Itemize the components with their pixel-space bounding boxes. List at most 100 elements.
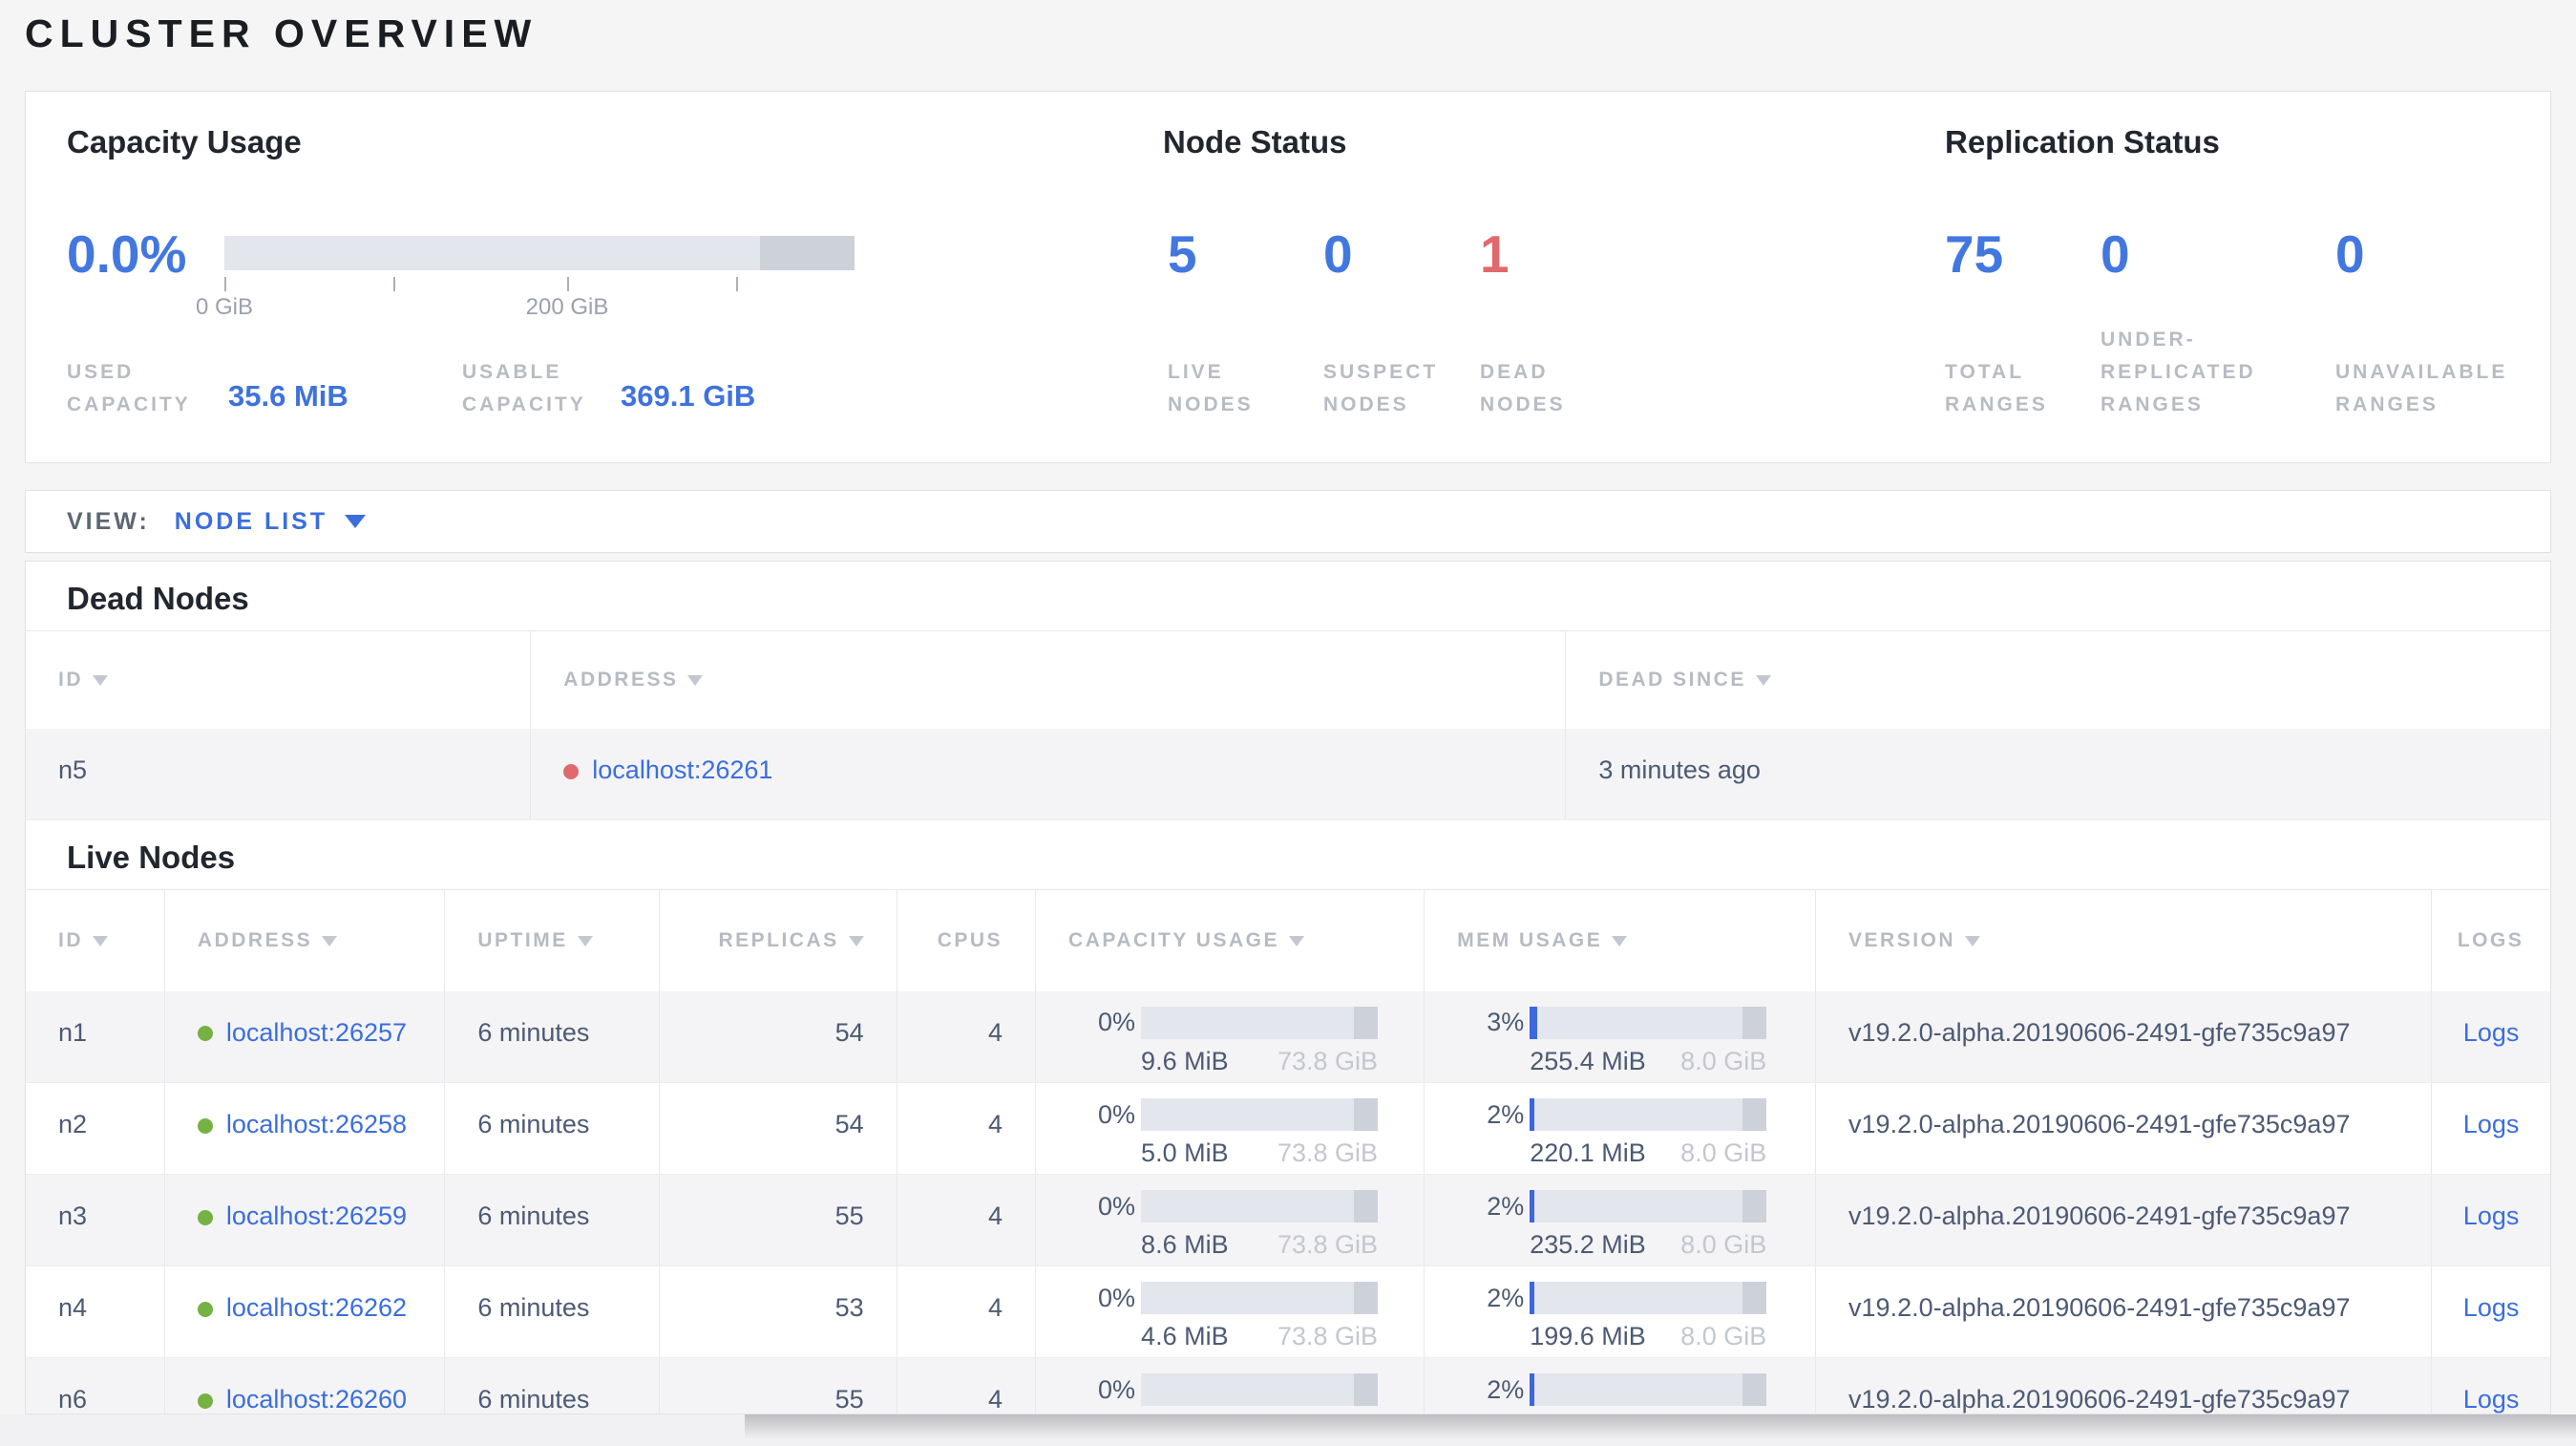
node-address-cell: localhost:26258: [163, 1082, 445, 1175]
dead-node-address-cell: localhost:26261: [530, 729, 1566, 820]
mem-usage-cell: 2% 235.2 MiB 8.0 GiB: [1424, 1174, 1816, 1266]
logs-link[interactable]: Logs: [2462, 1201, 2520, 1230]
mem-used: 220.1 MiB: [1530, 1138, 1646, 1167]
live-col-cpus: CPUS: [896, 889, 1036, 991]
node-cpus: 4: [896, 990, 1036, 1083]
live-col-version[interactable]: VERSION: [1815, 889, 2432, 991]
node-id: n2: [26, 1082, 165, 1175]
capacity-total: 73.8 GiB: [1277, 1046, 1379, 1075]
node-cpus: 4: [896, 1265, 1036, 1358]
live-nodes-label: LIVE NODES: [1168, 361, 1254, 415]
live-nodes-count: 5: [1168, 224, 1197, 284]
mem-total: 8.0 GiB: [1680, 1322, 1767, 1350]
mem-percent: 2%: [1487, 1099, 1525, 1129]
mem-total: 8.0 GiB: [1680, 1138, 1767, 1167]
node-version: v19.2.0-alpha.20190606-2491-gfe735c9a97: [1815, 1174, 2432, 1266]
capacity-bar: [1141, 1282, 1379, 1314]
node-address-link[interactable]: localhost:26260: [225, 1385, 408, 1414]
live-status-dot-icon: [197, 1301, 213, 1317]
live-status-dot-icon: [197, 1117, 213, 1134]
dead-col-id[interactable]: ID: [26, 631, 531, 730]
node-cpus: 4: [896, 1174, 1036, 1266]
mem-usage-cell: 2% 220.1 MiB 8.0 GiB: [1424, 1082, 1816, 1175]
node-address-link[interactable]: localhost:26258: [225, 1110, 408, 1138]
chevron-down-icon[interactable]: [345, 515, 367, 528]
capacity-used: 5.0 MiB: [1141, 1138, 1229, 1167]
logs-link[interactable]: Logs: [2462, 1293, 2520, 1322]
logs-link[interactable]: Logs: [2462, 1017, 2520, 1047]
sort-desc-icon: [848, 935, 864, 946]
logs-link[interactable]: Logs: [2462, 1385, 2520, 1414]
live-col-logs: LOGS: [2431, 889, 2550, 991]
under-replicated-ranges-label: UNDER- REPLICATED RANGES: [2101, 329, 2256, 415]
total-ranges-count: 75: [1945, 224, 2004, 284]
mem-total: 8.0 GiB: [1680, 1046, 1767, 1075]
live-nodes-heading: Live Nodes: [67, 839, 236, 875]
node-uptime: 6 minutes: [444, 990, 660, 1083]
mem-bar: [1530, 1282, 1767, 1314]
logs-link[interactable]: Logs: [2462, 1110, 2520, 1138]
mem-percent: 2%: [1487, 1374, 1525, 1404]
dead-col-dead-since[interactable]: DEAD SINCE: [1565, 630, 2550, 729]
node-address-cell: localhost:26260: [163, 1357, 445, 1414]
gauge-tick-label-200: 200 GiB: [525, 294, 609, 320]
view-dropdown[interactable]: NODE LIST: [174, 507, 328, 535]
suspect-nodes-label: SUSPECT NODES: [1323, 361, 1439, 415]
live-col-id[interactable]: ID: [26, 889, 164, 991]
gauge-tick: [736, 277, 738, 291]
page-bottom-strip: [0, 1414, 2576, 1446]
live-node-row: n6 localhost:26260 6 minutes 55 4 0% 7.8…: [26, 1357, 2550, 1414]
gauge-tick: [393, 277, 395, 291]
node-address-cell: localhost:26262: [163, 1265, 445, 1358]
mem-bar: [1530, 1006, 1767, 1039]
node-address-link[interactable]: localhost:26262: [225, 1293, 408, 1322]
live-col-mem-usage[interactable]: MEM USAGE: [1424, 889, 1816, 991]
node-uptime: 6 minutes: [444, 1265, 660, 1358]
replication-status-title: Replication Status: [1945, 124, 2220, 159]
live-col-replicas[interactable]: REPLICAS: [659, 889, 897, 991]
capacity-used: 9.6 MiB: [1141, 1046, 1229, 1075]
node-logs-cell: Logs: [2431, 1082, 2550, 1175]
mem-usage-cell: 2% 199.6 MiB 8.0 GiB: [1424, 1265, 1816, 1358]
capacity-total: 73.8 GiB: [1277, 1322, 1379, 1350]
dead-status-dot-icon: [563, 763, 580, 779]
capacity-total: 73.8 GiB: [1277, 1230, 1379, 1259]
live-col-address[interactable]: ADDRESS: [163, 889, 445, 991]
capacity-usage-cell: 0% 4.6 MiB 73.8 GiB: [1035, 1265, 1425, 1358]
page-title: CLUSTER OVERVIEW: [25, 11, 538, 55]
dead-col-address[interactable]: ADDRESS: [530, 630, 1566, 729]
dead-node-address-link[interactable]: localhost:26261: [592, 755, 773, 784]
mem-used: 235.2 MiB: [1530, 1230, 1646, 1259]
node-address-link[interactable]: localhost:26257: [225, 1017, 408, 1047]
sort-desc-icon: [93, 675, 108, 686]
capacity-used: 8.6 MiB: [1141, 1230, 1229, 1259]
mem-usage-cell: 3% 255.4 MiB 8.0 GiB: [1424, 990, 1816, 1083]
used-capacity-label: USED CAPACITY: [67, 361, 191, 415]
live-node-row: n4 localhost:26262 6 minutes 53 4 0% 4.6…: [26, 1265, 2550, 1358]
node-id: n4: [26, 1265, 165, 1358]
mem-bar: [1530, 1190, 1767, 1223]
node-address-cell: localhost:26257: [163, 990, 445, 1083]
dead-node-id: n5: [26, 729, 531, 820]
live-col-uptime[interactable]: UPTIME: [444, 889, 660, 991]
suspect-nodes-count: 0: [1323, 224, 1353, 284]
mem-percent: 3%: [1487, 1008, 1525, 1036]
sort-desc-icon: [1612, 935, 1628, 946]
live-col-capacity-usage[interactable]: CAPACITY USAGE: [1035, 889, 1425, 991]
capacity-gauge-bar: [224, 236, 855, 270]
live-node-row: n3 localhost:26259 6 minutes 55 4 0% 8.6…: [26, 1174, 2550, 1266]
mem-bar: [1530, 1373, 1767, 1406]
node-id: n6: [26, 1357, 165, 1414]
dead-nodes-table: ID ADDRESS DEAD SINCE n5 localhost:26261…: [26, 630, 2550, 820]
node-uptime: 6 minutes: [444, 1174, 660, 1266]
node-status-title: Node Status: [1163, 124, 1347, 159]
mem-used: 199.6 MiB: [1530, 1322, 1646, 1350]
live-status-dot-icon: [197, 1026, 213, 1042]
usable-capacity-label: USABLE CAPACITY: [462, 361, 586, 415]
dead-nodes-label: DEAD NODES: [1480, 361, 1566, 415]
view-label: VIEW:: [67, 507, 150, 535]
node-address-link[interactable]: localhost:26259: [225, 1201, 408, 1230]
capacity-percent: 0%: [1098, 1374, 1136, 1404]
node-id: n3: [26, 1174, 165, 1266]
